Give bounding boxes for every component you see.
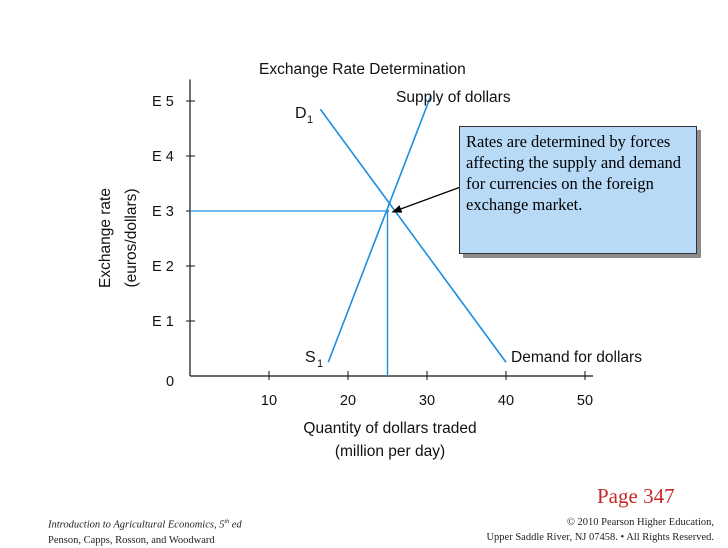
x-axis-label: Quantity of dollars traded [303,420,476,437]
supply-of-dollars-curve-subscript: 1 [317,358,323,370]
footer-edition-suffix: ed [229,519,242,531]
x-tick-label: 20 [340,393,356,409]
footer-edition-sup: th [224,519,230,525]
x-tick-label: 40 [498,393,514,409]
y-tick-label: E 1 [152,314,174,330]
demand-for-dollars-curve-subscript: 1 [307,114,313,126]
x-axis-unit-label: (million per day) [335,443,445,460]
demand-for-dollars-line [319,108,507,363]
supply-of-dollars-label: Supply of dollars [396,89,511,106]
footer-copyright-line1: © 2010 Pearson Higher Education, [566,517,714,528]
y-tick-label: E 5 [152,94,174,110]
origin-label: 0 [166,374,174,390]
y-tick-label: E 2 [152,259,174,275]
equilibrium-point [386,209,389,213]
page-number-label: Page 347 [597,484,675,508]
callout-arrow [391,184,467,213]
supply-of-dollars-curve-letter: S [305,349,316,366]
demand-for-dollars-label: Demand for dollars [511,349,642,366]
footer-authors: Penson, Capps, Rosson, and Woodward [48,534,215,546]
supply-of-dollars-line [327,95,432,363]
callout-note: Rates are determined by forces affecting… [459,126,697,254]
demand-for-dollars-curve-letter: D [295,105,307,122]
footer-book-title: Introduction to Agricultural Economics, … [48,519,225,531]
footer-copyright-line2: Upper Saddle River, NJ 07458. • All Righ… [486,532,714,543]
y-tick-label: E 3 [152,204,174,220]
footer-book-title-line: Introduction to Agricultural Economics, … [48,515,242,533]
footer-copyright: © 2010 Pearson Higher Education, Upper S… [486,515,714,545]
x-tick-label: 10 [261,393,277,409]
footer-book-info: Introduction to Agricultural Economics, … [48,515,242,548]
chart-title: Exchange Rate Determination [259,61,466,78]
y-axis-unit-label: (euros/dollars) [123,188,140,287]
y-tick-label: E 4 [152,149,174,165]
y-axis-label: Exchange rate [97,188,114,288]
x-tick-label: 50 [577,393,593,409]
x-tick-label: 30 [419,393,435,409]
exchange-rate-chart: Exchange Rate Determination E 1 E 2 E 3 E 4… [97,61,642,460]
